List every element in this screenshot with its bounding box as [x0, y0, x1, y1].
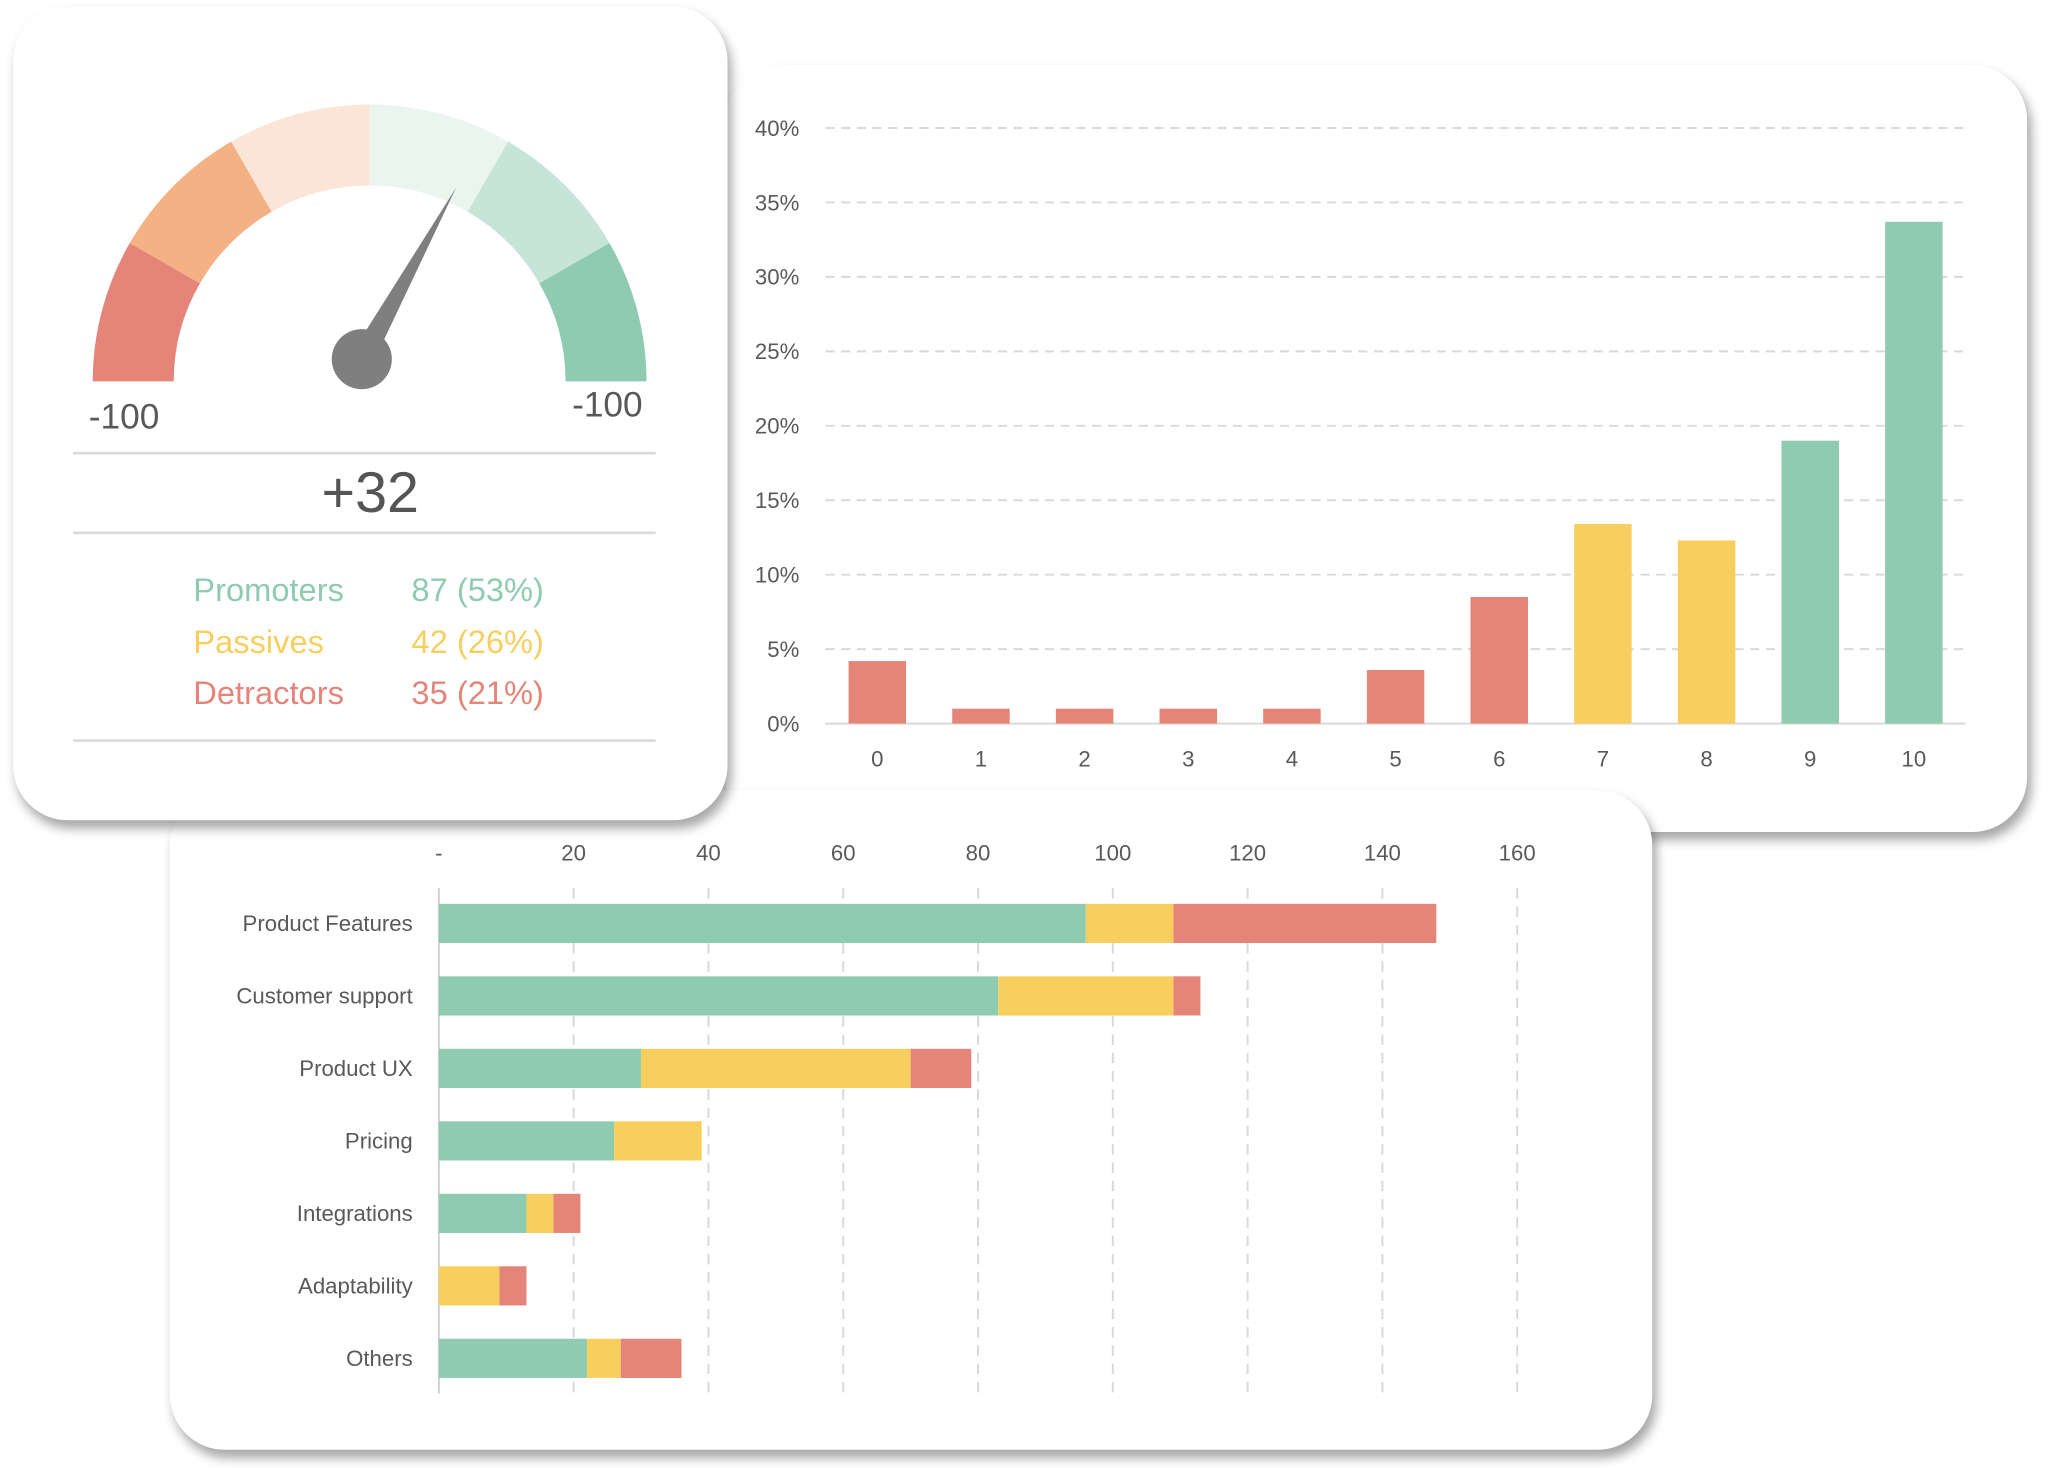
bar-segment: [499, 1266, 527, 1306]
bar-segment: [526, 1193, 554, 1233]
y-tick-label: 15%: [755, 488, 799, 513]
x-tick-label: 8: [1700, 747, 1712, 772]
score-distribution-chart: 0% 5% 10% 15% 20% 25% 30% 35% 40% 0 1 2 3 4 5 6 7 8 9 10: [755, 116, 1966, 772]
x-tick-label: 1: [975, 747, 987, 772]
bar-score-10: [1885, 221, 1943, 724]
bar-segment: [641, 1048, 911, 1088]
bar-segment: [438, 976, 999, 1016]
category-label: Others: [346, 1346, 413, 1371]
category-breakdown-chart: - 20 40 60 80 100 120 140 160 Product Features Cus…: [236, 841, 1536, 1394]
bar-segment: [910, 1048, 972, 1088]
x-tick-label: 60: [831, 841, 856, 866]
gauge-segment: [129, 141, 272, 284]
nps-score: +32: [321, 461, 420, 526]
gauge-segment: [467, 141, 610, 284]
y-tick-label: 20%: [755, 414, 799, 439]
bar-score-6: [1470, 597, 1528, 724]
x-tick-label: 7: [1597, 747, 1609, 772]
bar-segment: [438, 903, 1086, 944]
x-tick-label: 5: [1389, 747, 1401, 772]
bar-score-7: [1574, 524, 1632, 724]
category-label: Product Features: [243, 911, 413, 936]
legend-value: 42 (26%): [411, 623, 544, 661]
bar-segment: [438, 1048, 642, 1088]
y-tick-label: 25%: [755, 339, 799, 364]
x-tick-label: 6: [1493, 747, 1505, 772]
divider: [73, 739, 656, 742]
gauge-max-label: -100: [572, 386, 643, 425]
nps-gauge-card: -100 -100 +32 Promoters 87 (53%) Passives 42…: [13, 6, 728, 821]
gauge-segment: [231, 104, 370, 212]
x-tick-label: 160: [1499, 841, 1536, 866]
bar-score-9: [1781, 440, 1839, 724]
nps-gauge: -100 -100: [89, 104, 647, 436]
gauge-segment: [369, 104, 509, 212]
bar-score-0: [848, 661, 907, 724]
y-tick-label: 30%: [755, 265, 799, 290]
score-distribution-card: 0% 5% 10% 15% 20% 25% 30% 35% 40% 0 1 2 3 4 5 6 7 8 9 10: [724, 65, 2028, 832]
bar-segment: [998, 976, 1174, 1016]
bar-segment: [438, 1266, 500, 1306]
bar-score-3: [1159, 708, 1218, 724]
x-tick-label: 4: [1286, 747, 1298, 772]
legend-value: 35 (21%): [411, 675, 544, 712]
x-tick-label: 120: [1229, 841, 1266, 866]
bar-segment: [438, 1338, 588, 1378]
bar-segment: [587, 1338, 621, 1378]
bar-score-1: [952, 708, 1010, 724]
x-tick-label: 2: [1078, 747, 1090, 772]
bar-segment: [553, 1193, 581, 1233]
gauge-segment: [539, 242, 647, 382]
category-label: Integrations: [297, 1201, 413, 1226]
category-label: Pricing: [345, 1129, 413, 1154]
x-tick-label: 80: [966, 841, 991, 866]
category-label: Adaptability: [298, 1274, 414, 1299]
y-tick-label: 10%: [755, 563, 799, 588]
bar-segment: [438, 1121, 615, 1161]
legend-label: Passives: [193, 623, 324, 661]
y-tick-label: 35%: [755, 190, 799, 215]
bar-score-5: [1366, 669, 1425, 724]
gauge-min-label: -100: [89, 397, 160, 436]
x-tick-label: 40: [696, 841, 721, 866]
x-tick-label: 9: [1804, 747, 1816, 772]
bar-score-8: [1677, 540, 1736, 724]
x-tick-label: 20: [561, 841, 586, 866]
gauge-needle-hub: [331, 329, 392, 390]
legend-label: Detractors: [193, 675, 344, 712]
y-tick-label: 40%: [755, 116, 799, 141]
x-tick-label: 140: [1364, 841, 1401, 866]
legend-item-promoters: Promoters 87 (53%): [193, 566, 544, 618]
legend-label: Promoters: [193, 572, 344, 609]
category-label: Customer support: [236, 984, 412, 1009]
bar-score-4: [1263, 708, 1321, 724]
bar-segment: [620, 1338, 682, 1378]
y-tick-label: 5%: [767, 637, 799, 662]
legend-item-passives: Passives 42 (26%): [193, 617, 544, 669]
bar-segment: [1173, 903, 1437, 944]
y-tick-label: 0%: [767, 711, 799, 736]
x-tick-label: -: [435, 841, 442, 866]
legend-item-detractors: Detractors 35 (21%): [193, 669, 544, 721]
bar-segment: [1085, 903, 1174, 944]
nps-legend: Promoters 87 (53%) Passives 42 (26%) Detract…: [193, 566, 544, 721]
bar-segment: [438, 1193, 527, 1233]
bar-segment: [614, 1121, 702, 1161]
bar-segment: [1173, 976, 1201, 1016]
x-tick-label: 3: [1182, 747, 1194, 772]
divider: [73, 531, 656, 535]
gauge-segment: [92, 242, 200, 382]
legend-value: 87 (53%): [411, 572, 544, 609]
gauge-needle: [351, 187, 457, 365]
category-breakdown-card: - 20 40 60 80 100 120 140 160 Product Features Cus…: [169, 790, 1653, 1450]
bar-score-2: [1055, 708, 1114, 724]
x-tick-label: 100: [1094, 841, 1131, 866]
x-tick-label: 0: [871, 747, 883, 772]
x-tick-label: 10: [1902, 747, 1927, 772]
category-label: Product UX: [299, 1056, 413, 1081]
divider: [73, 451, 656, 455]
